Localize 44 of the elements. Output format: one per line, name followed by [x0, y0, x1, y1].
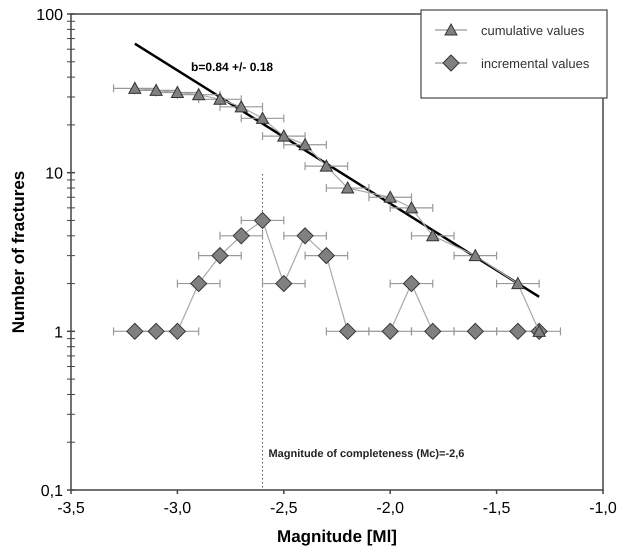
- point: [466, 322, 484, 340]
- x-axis-title: Magnitude [Ml]: [277, 527, 397, 546]
- point: [211, 247, 228, 264]
- point: [190, 275, 208, 292]
- point: [339, 322, 356, 340]
- point: [277, 130, 290, 142]
- point: [426, 229, 440, 242]
- y-tick-label: 10: [45, 166, 64, 183]
- point: [320, 160, 333, 172]
- point: [341, 182, 354, 194]
- x-tick-label: -1,0: [589, 500, 617, 517]
- point: [384, 190, 397, 203]
- point: [424, 322, 442, 340]
- point: [126, 322, 144, 340]
- x-tick-label: -2,0: [376, 500, 404, 517]
- ref-line-label: Magnitude of completeness (Mc)=-2,6: [268, 448, 464, 460]
- point: [298, 138, 312, 150]
- point: [296, 227, 314, 244]
- y-tick-label: 1: [54, 324, 64, 342]
- legend-label: incremental values: [481, 56, 590, 71]
- point: [404, 201, 418, 214]
- point: [275, 275, 292, 292]
- legend-label: cumulative values: [481, 23, 585, 38]
- x-tick-label: -1,5: [482, 500, 510, 517]
- point: [254, 212, 272, 229]
- x-tick-label: -2,5: [270, 500, 298, 517]
- x-tick-label: -3,0: [164, 500, 192, 517]
- point: [511, 277, 524, 290]
- y-axis-title: Number of fractures: [9, 170, 28, 334]
- point: [232, 227, 250, 244]
- point: [402, 275, 420, 292]
- point: [168, 322, 186, 340]
- point: [148, 322, 165, 340]
- point: [234, 100, 248, 112]
- y-tick-label: 0,1: [40, 483, 64, 500]
- point: [318, 247, 335, 264]
- point: [382, 322, 399, 340]
- point: [213, 92, 226, 105]
- y-tick-label: 100: [36, 7, 64, 24]
- point: [509, 322, 526, 340]
- point: [468, 249, 482, 262]
- point: [256, 112, 270, 124]
- x-tick-label: -3,5: [57, 500, 85, 517]
- annotation: b=0.84 +/- 0.18: [191, 60, 274, 74]
